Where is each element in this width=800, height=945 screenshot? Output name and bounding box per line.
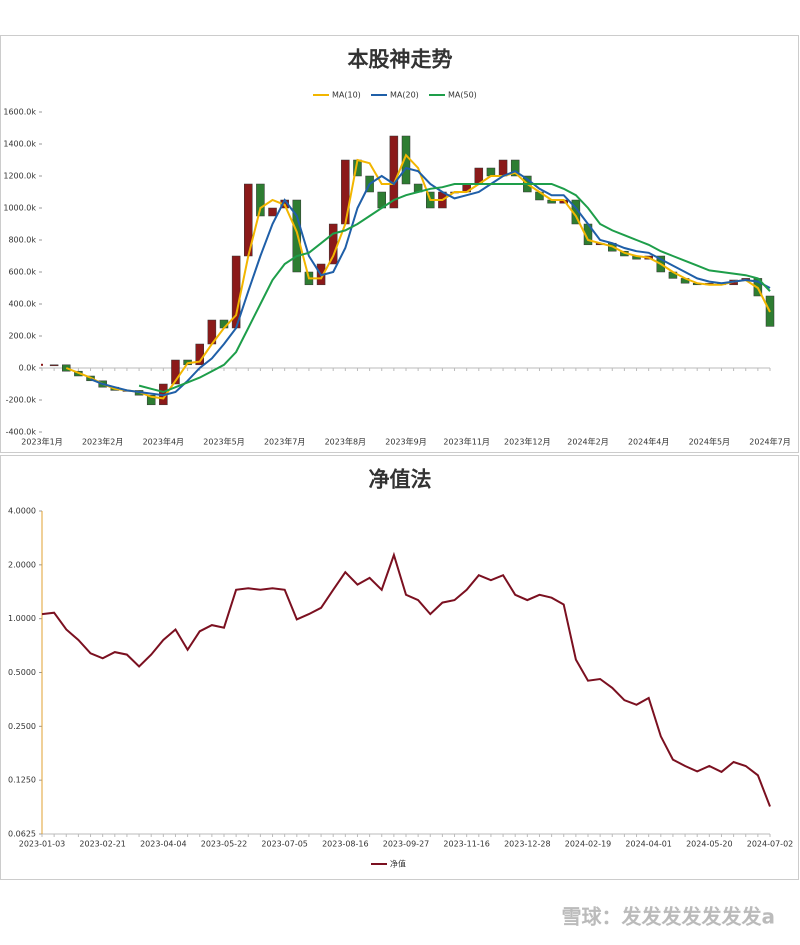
x-tick-label: 2023年1月 — [21, 437, 62, 447]
candle — [268, 207, 277, 217]
series-line — [138, 183, 771, 394]
series-line — [41, 551, 771, 807]
candle — [41, 363, 43, 366]
legend-label: 净值 — [390, 859, 406, 869]
x-tick-label: 2024-07-02 — [747, 840, 794, 849]
x-tick-label: 2023-02-21 — [79, 840, 126, 849]
x-tick-label: 2024年5月 — [689, 437, 730, 447]
x-tick-label: 2024年7月 — [749, 437, 790, 447]
y-tick-label: 1200.0k — [3, 172, 36, 181]
candle — [510, 159, 520, 177]
candle — [62, 364, 71, 372]
x-tick-label: 2023-04-04 — [140, 840, 187, 849]
panel-border — [0, 35, 799, 453]
y-tick-label: 0.0k — [19, 364, 37, 373]
x-tick-label: 2023年7月 — [264, 437, 305, 447]
y-tick-label: -400.0k — [6, 428, 37, 437]
y-tick-label: 1400.0k — [3, 140, 36, 149]
y-tick-label: 0.2500 — [8, 722, 36, 731]
y-tick-label: 0.0625 — [8, 830, 36, 839]
x-tick-label: 2023-08-16 — [322, 840, 369, 849]
legend-label: MA(10) — [332, 91, 361, 100]
candle — [389, 135, 399, 209]
x-tick-label: 2024-02-19 — [565, 840, 612, 849]
series-line — [90, 166, 771, 397]
y-tick-label: 0.5000 — [8, 668, 36, 677]
legend-label: MA(20) — [390, 91, 419, 100]
y-tick-label: 4.0000 — [8, 507, 36, 516]
y-tick-label: 1.0000 — [8, 614, 36, 623]
x-tick-label: 2023年5月 — [203, 437, 244, 447]
legend-label: MA(50) — [448, 91, 477, 100]
x-tick-label: 2023年4月 — [143, 437, 184, 447]
y-tick-label: -200.0k — [6, 396, 37, 405]
x-tick-label: 2023年2月 — [82, 437, 123, 447]
candle — [486, 167, 496, 177]
chart-title: 本股神走势 — [348, 47, 453, 72]
x-tick-label: 2024-04-01 — [625, 840, 672, 849]
chart-title: 净值法 — [369, 467, 432, 492]
candle — [292, 199, 302, 273]
candle — [256, 183, 265, 217]
y-tick-label: 800.0k — [8, 236, 36, 245]
y-tick-label: 200.0k — [8, 332, 36, 341]
candle — [49, 364, 59, 367]
series-line — [65, 153, 771, 400]
y-tick-label: 400.0k — [8, 300, 36, 309]
y-tick-label: 600.0k — [8, 268, 36, 277]
x-tick-label: 2023-07-05 — [261, 840, 308, 849]
x-tick-label: 2024-05-20 — [686, 840, 733, 849]
x-tick-label: 2023-01-03 — [19, 840, 66, 849]
x-tick-label: 2024年2月 — [567, 437, 608, 447]
candle — [146, 394, 156, 406]
x-tick-label: 2023年9月 — [385, 437, 426, 447]
watermark: 雪球：发发发发发发发a — [562, 905, 776, 929]
x-tick-label: 2023-09-27 — [383, 840, 430, 849]
x-tick-label: 2023年8月 — [325, 437, 366, 447]
y-tick-label: 1000.0k — [3, 204, 36, 213]
x-tick-label: 2024年4月 — [628, 437, 669, 447]
y-tick-label: 0.1250 — [8, 776, 36, 785]
x-tick-label: 2023-12-28 — [504, 840, 551, 849]
candle — [171, 359, 180, 385]
x-tick-label: 2023年11月 — [443, 437, 490, 447]
panel-border — [0, 455, 799, 880]
y-tick-label: 2.0000 — [8, 560, 36, 569]
candle — [498, 159, 508, 177]
x-tick-label: 2023-05-22 — [201, 840, 248, 849]
x-tick-label: 2023-11-16 — [443, 840, 490, 849]
x-tick-label: 2023年12月 — [504, 437, 551, 447]
y-tick-label: 1600.0k — [3, 108, 36, 117]
